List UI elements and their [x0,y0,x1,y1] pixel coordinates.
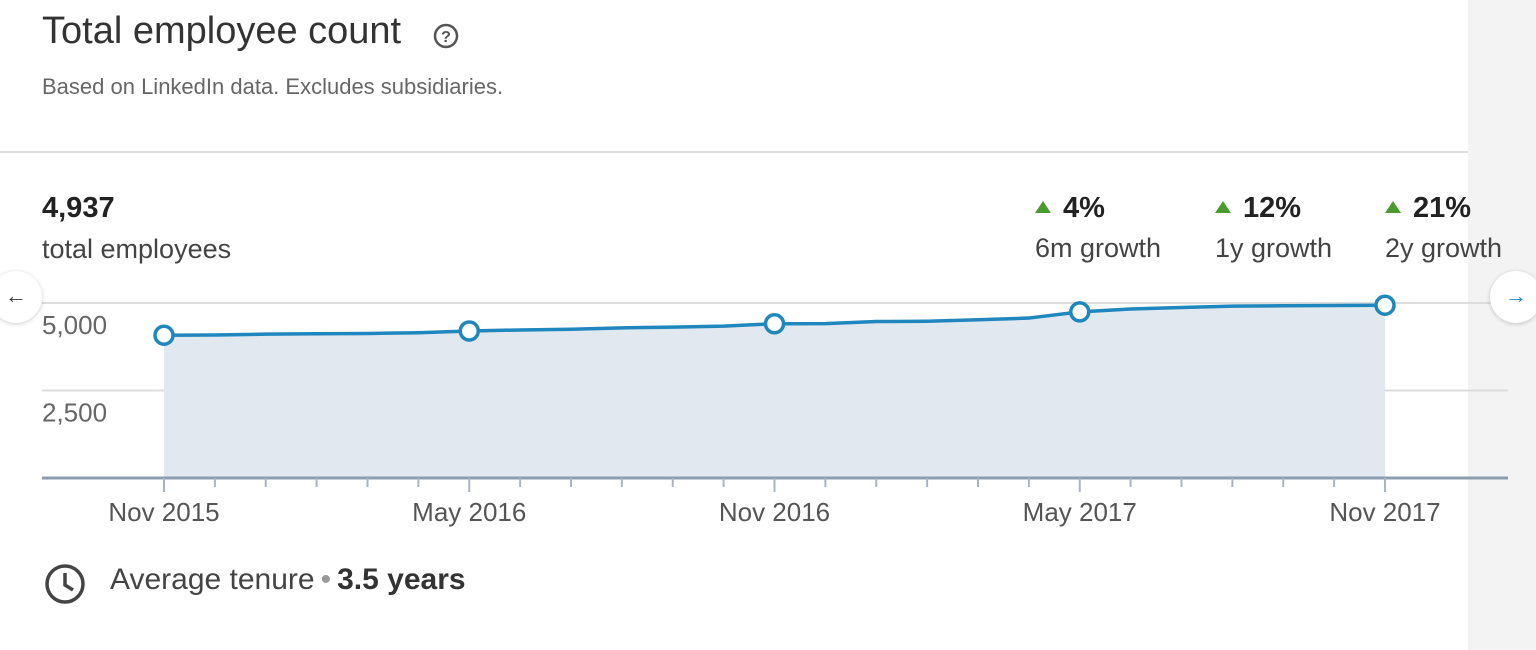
up-arrow [1215,201,1231,213]
separator: • [320,563,332,596]
clock-icon [45,564,85,604]
subtitle: Based on LinkedIn data. Excludes subsidi… [42,74,504,99]
x-tick-label: May 2016 [412,497,526,527]
divider [0,151,1468,153]
growth-percent: 12% [1243,192,1302,224]
point [458,320,480,342]
point [153,324,175,346]
growth-item: 12% 1y growth [1215,192,1332,264]
total-count: 4,937 [42,192,115,224]
growth-label: 6m growth [1035,233,1162,263]
tenure-value: 3.5 years [337,563,466,596]
tenure-label: Average tenure [110,563,315,596]
prev-button[interactable]: ← [0,271,42,323]
title: Total employee count [42,10,402,52]
growth-value: 21% [1385,192,1502,225]
area [164,305,1385,478]
x-tick-label: May 2017 [1023,497,1137,527]
help-icon[interactable]: ? [432,22,460,50]
total-label: total employees [42,234,232,264]
growth-value: 4% [1035,192,1161,225]
next-button[interactable]: → [1490,271,1536,323]
growth-item: 21% 2y growth [1385,192,1502,264]
side-strip [1468,0,1536,650]
x-tick-label: Nov 2017 [1329,497,1440,527]
up-arrow [1035,201,1051,213]
x-tick-label: Nov 2015 [108,497,219,527]
growth-value: 12% [1215,192,1332,225]
growth-percent: 21% [1413,192,1472,224]
growth-label: 2y growth [1385,233,1503,263]
y-tick-label: 5,000 [42,310,107,340]
growth-item: 4% 6m growth [1035,192,1161,264]
point [1374,294,1396,316]
point [1069,301,1091,323]
svg-text:?: ? [441,29,451,46]
growth-percent: 4% [1063,192,1105,224]
point [763,312,786,335]
x-tick-label: Nov 2016 [719,497,830,527]
tenure: Average tenure • 3.5 years [110,563,466,597]
up-arrow [1385,201,1401,213]
y-tick-label: 2,500 [42,398,107,428]
growth-label: 1y growth [1215,233,1333,263]
